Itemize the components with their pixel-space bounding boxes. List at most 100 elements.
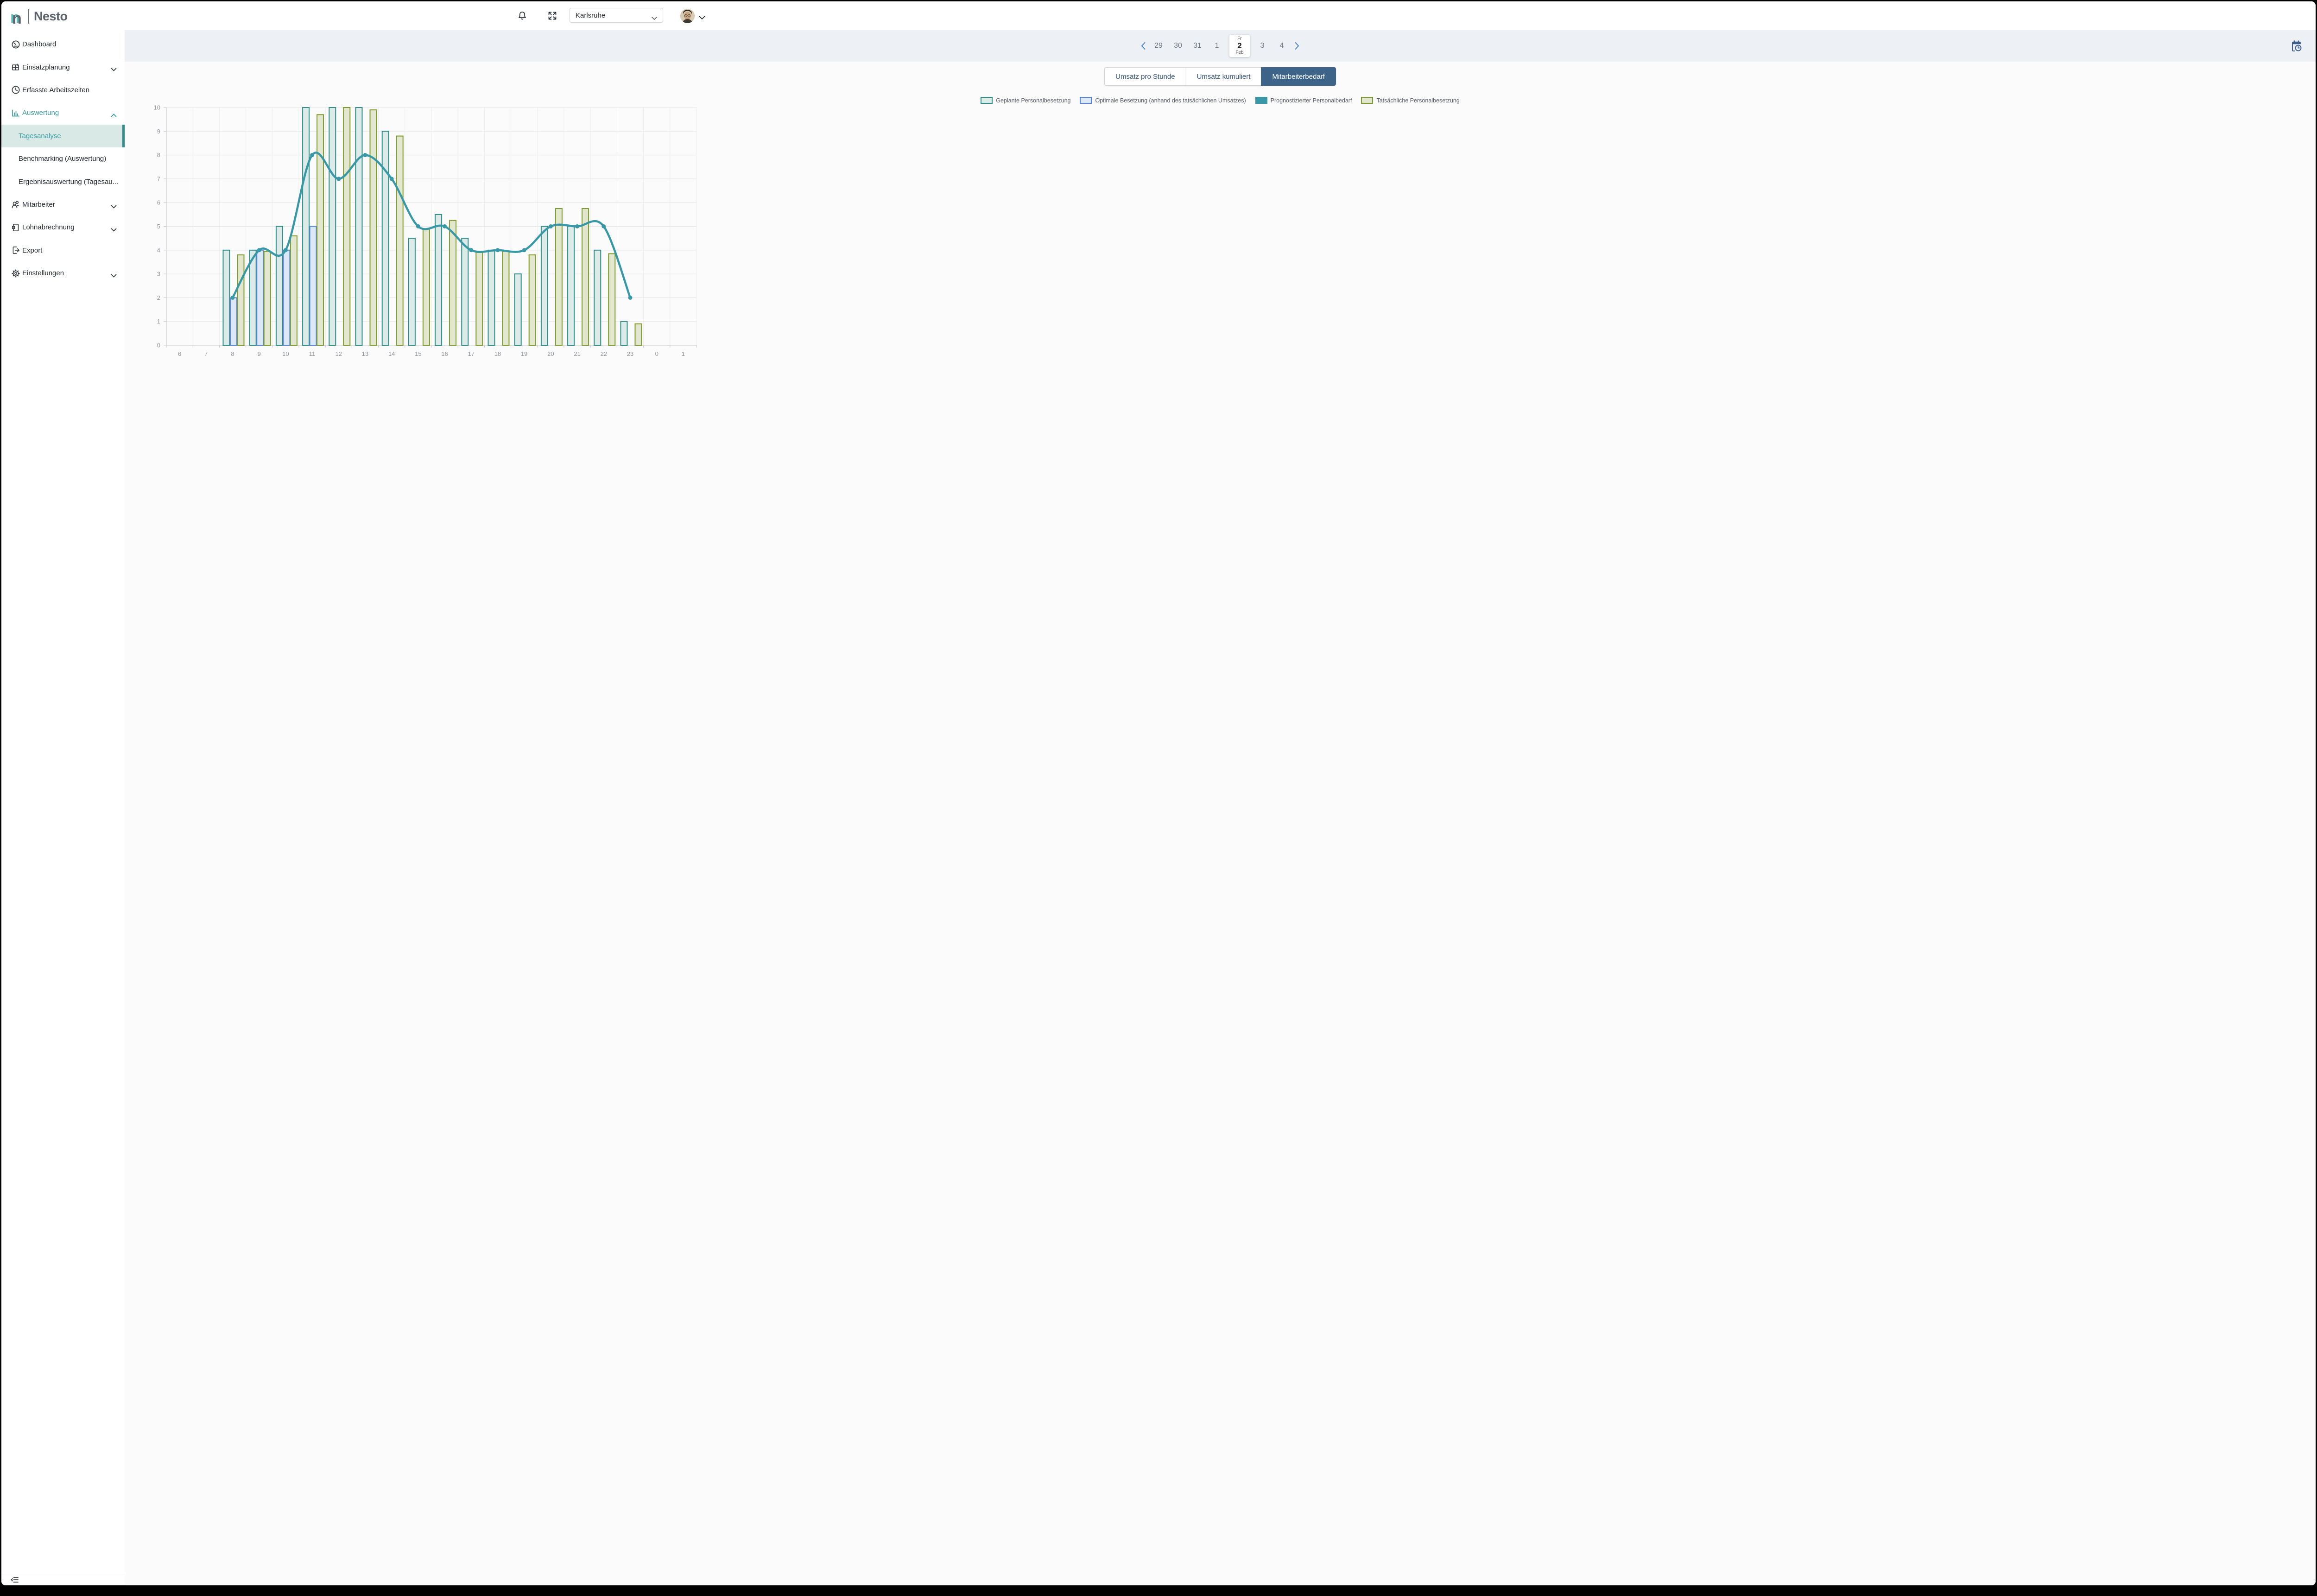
chevron-down-icon xyxy=(698,14,706,19)
svg-text:1: 1 xyxy=(157,318,160,325)
sidebar-item-tagesanalyse[interactable]: Tagesanalyse xyxy=(1,125,125,147)
sidebar-item-ergebnisauswertung[interactable]: Ergebnisauswertung (Tagesau... xyxy=(1,170,125,193)
sidebar-item-dashboard[interactable]: Dashboard xyxy=(1,33,125,56)
date-navigation-bar: 29 30 31 1 Fr 2 Feb 3 4 xyxy=(125,30,2316,62)
tab-mitarbeiterbedarf[interactable]: Mitarbeiterbedarf xyxy=(1261,67,1336,86)
sidebar-item-export[interactable]: Export xyxy=(1,239,125,262)
sidebar-item-benchmarking[interactable]: Benchmarking (Auswertung) xyxy=(1,147,125,170)
svg-text:17: 17 xyxy=(468,350,475,357)
sidebar: nn Nesto Dashboard Einsatzplanung xyxy=(1,1,125,1585)
sidebar-item-auswertung[interactable]: Auswertung xyxy=(1,101,125,124)
app-window: nn Nesto Dashboard Einsatzplanung xyxy=(1,1,2316,1585)
gear-icon xyxy=(11,269,20,278)
svg-text:20: 20 xyxy=(547,350,554,357)
speedometer-icon xyxy=(11,40,20,49)
svg-text:12: 12 xyxy=(336,350,342,357)
day-option[interactable]: 3 xyxy=(1255,42,1269,50)
user-menu[interactable] xyxy=(680,9,706,23)
chart-legend: Geplante Personalbesetzung Optimale Bese… xyxy=(125,97,2316,104)
svg-text:8: 8 xyxy=(231,350,234,357)
svg-text:3: 3 xyxy=(157,271,160,278)
payroll-doc-icon xyxy=(11,223,20,232)
top-header: Karlsruhe xyxy=(125,1,2316,30)
svg-text:10: 10 xyxy=(154,104,160,111)
chevron-down-icon xyxy=(111,226,117,229)
collapse-sidebar-icon[interactable] xyxy=(11,1576,19,1584)
svg-text:0: 0 xyxy=(157,342,160,349)
legend-swatch-prognose xyxy=(1255,97,1267,104)
chevron-up-icon xyxy=(111,111,117,115)
legend-item-geplante[interactable]: Geplante Personalbesetzung xyxy=(981,97,1070,104)
chevron-left-icon[interactable] xyxy=(1140,42,1146,50)
day-option[interactable]: 4 xyxy=(1275,42,1289,50)
sidebar-item-lohnabrechnung[interactable]: Lohnabrechnung xyxy=(1,216,125,239)
sidebar-item-einstellungen[interactable]: Einstellungen xyxy=(1,262,125,285)
planning-grid-icon xyxy=(11,63,20,72)
svg-text:1: 1 xyxy=(682,350,685,357)
logo-n-icon: nn xyxy=(12,8,24,24)
svg-text:21: 21 xyxy=(574,350,580,357)
window-frame: nn Nesto Dashboard Einsatzplanung xyxy=(0,0,2317,1596)
svg-text:8: 8 xyxy=(157,152,160,158)
sidebar-nav: Dashboard Einsatzplanung Erfasste Arbeit… xyxy=(1,33,125,285)
sidebar-item-mitarbeiter[interactable]: Mitarbeiter xyxy=(1,193,125,216)
tab-umsatz-pro-stunde[interactable]: Umsatz pro Stunde xyxy=(1104,67,1186,86)
chevron-down-icon xyxy=(111,203,117,206)
svg-text:2: 2 xyxy=(157,294,160,301)
svg-text:7: 7 xyxy=(204,350,208,357)
legend-item-prognose[interactable]: Prognostizierter Personalbedarf xyxy=(1255,97,1352,104)
logo-text: Nesto xyxy=(34,9,68,24)
svg-text:23: 23 xyxy=(627,350,633,357)
legend-item-tatsaechliche[interactable]: Tatsächliche Personalbesetzung xyxy=(1361,97,1459,104)
chart-tabs: Umsatz pro Stunde Umsatz kumuliert Mitar… xyxy=(125,67,2316,86)
day-option[interactable]: 29 xyxy=(1152,42,1165,50)
day-option[interactable]: 1 xyxy=(1210,42,1224,50)
bar-chart-icon xyxy=(11,108,20,118)
people-icon xyxy=(11,200,20,209)
svg-text:5: 5 xyxy=(157,223,160,230)
sidebar-item-einsatzplanung[interactable]: Einsatzplanung xyxy=(1,56,125,78)
svg-text:16: 16 xyxy=(441,350,448,357)
svg-text:15: 15 xyxy=(415,350,421,357)
selected-day-card[interactable]: Fr 2 Feb xyxy=(1229,35,1250,57)
location-select[interactable]: Karlsruhe xyxy=(570,8,663,23)
svg-text:13: 13 xyxy=(362,350,368,357)
svg-text:11: 11 xyxy=(309,350,316,357)
bell-icon[interactable] xyxy=(517,11,527,21)
calendar-clock-icon[interactable] xyxy=(2290,40,2303,52)
date-navigator: 29 30 31 1 Fr 2 Feb 3 4 xyxy=(125,30,2316,62)
chevron-down-icon xyxy=(111,65,117,69)
chart-panel: Umsatz pro Stunde Umsatz kumuliert Mitar… xyxy=(125,62,2316,1585)
legend-swatch-tatsaechliche xyxy=(1361,97,1373,104)
legend-item-optimale[interactable]: Optimale Besetzung (anhand des tatsächli… xyxy=(1080,97,1246,104)
svg-text:18: 18 xyxy=(494,350,501,357)
chevron-right-icon[interactable] xyxy=(1294,42,1300,50)
logo-separator xyxy=(28,9,29,24)
fullscreen-icon[interactable] xyxy=(547,11,557,21)
svg-text:9: 9 xyxy=(157,128,160,135)
chevron-down-icon xyxy=(111,272,117,275)
svg-text:19: 19 xyxy=(521,350,527,357)
staffing-chart: 0123456789106789101112131415161718192021… xyxy=(125,104,725,365)
app-logo: nn Nesto xyxy=(12,6,68,26)
svg-text:10: 10 xyxy=(282,350,289,357)
day-option[interactable]: 31 xyxy=(1190,42,1204,50)
legend-swatch-geplante xyxy=(981,97,993,104)
legend-swatch-optimale xyxy=(1080,97,1092,104)
svg-text:6: 6 xyxy=(157,199,160,206)
svg-text:14: 14 xyxy=(388,350,395,357)
export-icon xyxy=(11,246,20,255)
svg-text:4: 4 xyxy=(157,247,160,253)
day-option[interactable]: 30 xyxy=(1171,42,1185,50)
user-avatar xyxy=(680,9,695,23)
svg-text:9: 9 xyxy=(258,350,261,357)
svg-text:0: 0 xyxy=(655,350,658,357)
svg-text:22: 22 xyxy=(601,350,607,357)
tab-umsatz-kumuliert[interactable]: Umsatz kumuliert xyxy=(1186,67,1262,86)
clock-icon xyxy=(11,85,20,95)
svg-text:7: 7 xyxy=(157,175,160,182)
sidebar-item-erfasste-arbeitszeiten[interactable]: Erfasste Arbeitszeiten xyxy=(1,79,125,101)
chevron-down-icon xyxy=(652,14,657,17)
location-select-value: Karlsruhe xyxy=(576,12,652,19)
svg-text:6: 6 xyxy=(178,350,181,357)
